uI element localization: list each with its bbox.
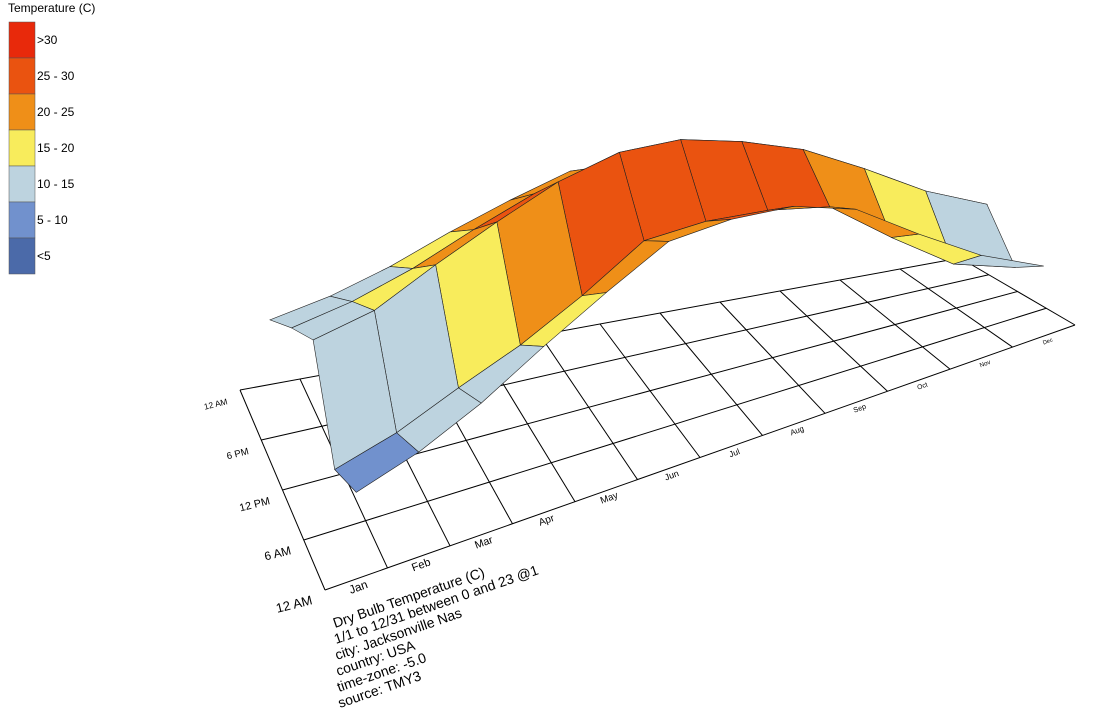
floor-line <box>303 307 1047 541</box>
legend-label: 10 - 15 <box>37 177 75 191</box>
x-tick-label: Jul <box>728 446 742 459</box>
surface-cell <box>334 432 420 493</box>
floor-line <box>324 324 1076 591</box>
legend: >30 25 - 30 20 - 25 15 - 20 10 - 15 5 - 10 <5 <box>8 21 75 275</box>
legend-swatch <box>8 129 36 167</box>
legend-label: <5 <box>37 249 51 263</box>
x-tick-label: Oct <box>916 381 928 391</box>
y-tick-label: 12 AM <box>203 396 229 411</box>
legend-swatch <box>8 165 36 203</box>
surface <box>269 139 1044 493</box>
y-tick-label: 12 AM <box>274 592 313 615</box>
legend-swatch <box>8 57 36 95</box>
x-tick-label: Apr <box>537 513 556 529</box>
legend-title: Temperature (C) <box>8 1 95 15</box>
y-tick-label: 6 PM <box>226 446 250 462</box>
y-tick-label: 6 AM <box>263 543 293 563</box>
legend-swatch <box>8 93 36 131</box>
x-tick-label: Aug <box>789 424 805 437</box>
legend-swatch <box>8 237 36 275</box>
x-tick-label: Jun <box>663 468 680 482</box>
legend-swatch <box>8 201 36 239</box>
x-tick-label: Nov <box>979 359 993 370</box>
y-tick-label: 12 PM <box>238 495 271 514</box>
legend-label: 25 - 30 <box>37 69 75 83</box>
legend-label: 15 - 20 <box>37 141 75 155</box>
legend-label: >30 <box>37 33 58 47</box>
x-tick-label: Sep <box>852 402 867 415</box>
legend-swatch <box>8 21 36 59</box>
x-tick-label: Jan <box>347 578 369 597</box>
x-tick-label: Dec <box>1042 337 1054 346</box>
legend-label: 20 - 25 <box>37 105 75 119</box>
legend-label: 5 - 10 <box>37 213 68 227</box>
